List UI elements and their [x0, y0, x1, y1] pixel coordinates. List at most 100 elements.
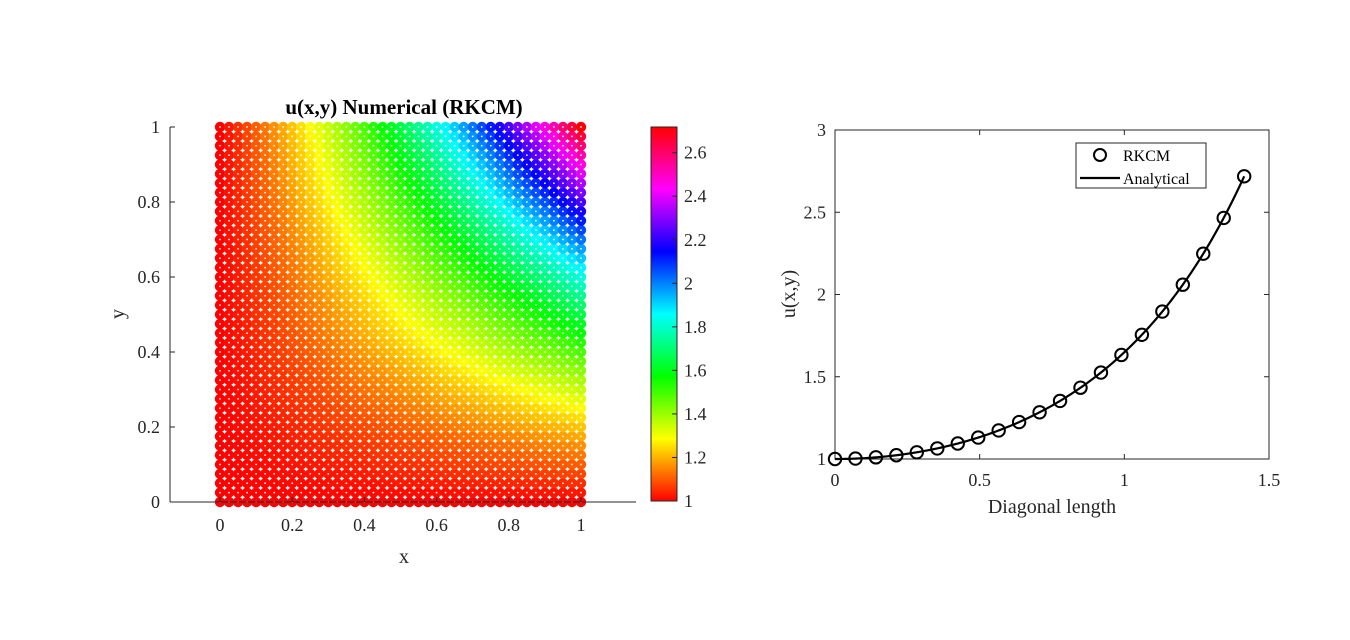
heatmap-node: [399, 435, 402, 438]
heatmap-node: [273, 201, 276, 203]
heatmap-node: [381, 210, 384, 213]
heatmap-node: [426, 238, 429, 241]
heatmap-node: [255, 219, 257, 222]
heatmap-node: [291, 126, 294, 128]
heatmap-node: [453, 472, 456, 475]
heatmap-node: [489, 491, 492, 494]
heatmap-node: [345, 426, 348, 428]
heatmap-node: [282, 257, 285, 260]
heatmap-node: [399, 360, 402, 363]
heatmap-node: [507, 463, 510, 466]
heatmap-node: [435, 407, 438, 410]
heatmap-node: [318, 463, 321, 466]
heatmap-node: [571, 444, 573, 447]
heatmap-node: [525, 369, 528, 372]
heatmap-node: [489, 379, 492, 382]
heatmap-node: [399, 144, 402, 147]
heatmap-node: [507, 126, 510, 128]
heatmap-node: [372, 257, 375, 260]
heatmap-node: [345, 294, 348, 297]
heatmap-node: [571, 407, 573, 410]
heatmap-node: [525, 172, 528, 175]
heatmap-node: [562, 313, 564, 316]
heatmap-node: [372, 332, 375, 335]
heatmap-node: [381, 435, 384, 438]
heatmap-node: [327, 219, 330, 222]
line-y-tick-label: 1.5: [804, 367, 827, 387]
heatmap-node: [255, 172, 257, 175]
heatmap-node: [544, 332, 546, 335]
heatmap-node: [309, 304, 312, 307]
heatmap-node: [580, 144, 582, 147]
heatmap-node: [525, 266, 528, 269]
heatmap-node: [480, 247, 483, 250]
heatmap-node: [525, 285, 528, 288]
heatmap-node: [553, 322, 555, 325]
heatmap-node: [489, 238, 492, 241]
heatmap-node: [562, 341, 564, 344]
heatmap-node: [525, 360, 528, 363]
heatmap-node: [462, 191, 465, 194]
heatmap-node: [489, 135, 492, 138]
heatmap-node: [426, 285, 429, 288]
heatmap-node: [553, 266, 555, 269]
heatmap-node: [534, 369, 537, 372]
heatmap-node: [309, 163, 312, 166]
heatmap-node: [435, 285, 438, 288]
heatmap-node: [562, 360, 564, 363]
heatmap-node: [553, 182, 555, 185]
heatmap-node: [273, 407, 276, 410]
heatmap-node: [453, 388, 456, 391]
heatmap-node: [417, 126, 420, 128]
heatmap-node: [489, 332, 492, 335]
heatmap-node: [553, 454, 555, 457]
heatmap-node: [309, 172, 312, 175]
heatmap-node: [399, 472, 402, 475]
heatmap-node: [516, 454, 519, 457]
heatmap-node: [553, 276, 555, 278]
line-panel: 0 0.5 1 1.5 11.522.53 Diagonal length u(x,y…: [778, 120, 1280, 518]
heatmap-node: [553, 341, 555, 344]
heatmap-node: [237, 238, 239, 241]
heatmap-node: [435, 266, 438, 269]
heatmap-node: [498, 191, 501, 194]
heatmap-node: [219, 472, 221, 475]
heatmap-node: [300, 182, 303, 185]
heatmap-node: [426, 416, 429, 419]
heatmap-node: [444, 154, 447, 157]
heatmap-node: [363, 435, 366, 438]
heatmap-node: [219, 435, 221, 438]
heatmap-node: [571, 491, 573, 494]
heatmap-node: [544, 229, 546, 232]
heatmap-node: [553, 463, 555, 466]
rkcm-marker: [1236, 169, 1252, 184]
heatmap-node: [219, 247, 221, 250]
heatmap-node: [453, 154, 456, 157]
heatmap-node: [300, 191, 303, 194]
colorbar-tick-label: 2.2: [684, 230, 707, 250]
line-y-label: u(x,y): [778, 270, 800, 318]
heatmap-node: [228, 444, 230, 447]
heatmap-node: [255, 304, 257, 307]
heatmap-node: [246, 426, 248, 428]
heatmap-node: [480, 322, 483, 325]
heatmap-node: [580, 369, 582, 372]
heatmap-node: [345, 463, 348, 466]
heatmap-node: [507, 379, 510, 382]
heatmap-node: [354, 238, 357, 241]
heatmap-node: [327, 247, 330, 250]
heatmap-node: [553, 201, 555, 203]
heatmap-node: [580, 397, 582, 400]
heatmap-node: [580, 201, 582, 203]
heatmap-node: [553, 285, 555, 288]
heatmap-node: [534, 172, 537, 175]
heatmap-node: [273, 154, 276, 157]
heatmap-node: [372, 388, 375, 391]
heatmap-node: [381, 285, 384, 288]
heatmap-node: [300, 351, 303, 353]
heatmap-node: [507, 369, 510, 372]
heatmap-node: [363, 266, 366, 269]
heatmap-node: [435, 322, 438, 325]
rkcm-marker: [889, 448, 904, 463]
heatmap-node: [453, 369, 456, 372]
